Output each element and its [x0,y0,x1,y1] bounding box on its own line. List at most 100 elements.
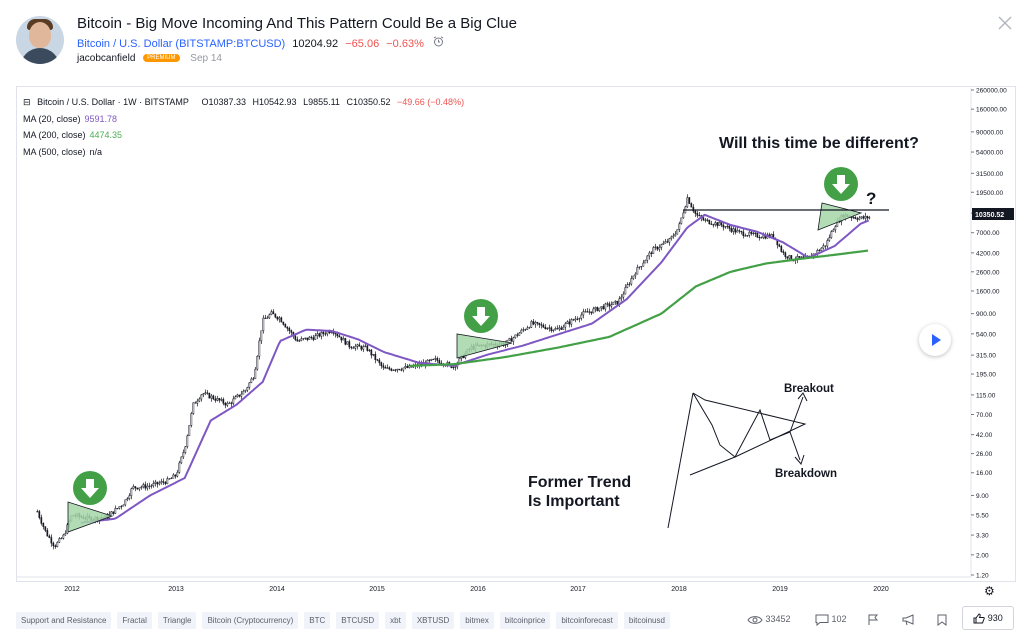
tag-chip[interactable]: BTC [304,612,331,629]
tag-chip[interactable]: bitmex [460,612,494,629]
close-icon[interactable] [996,14,1014,32]
author-line: jacobcanfield PREMIUM Sep 14 [77,53,222,64]
tag-chip[interactable]: Fractal [117,612,152,629]
candle-body [578,318,581,320]
candle-body [520,329,523,334]
candle-body [756,233,759,238]
candle-body [530,321,533,328]
tag-chip[interactable]: xbt [385,612,406,629]
candle-body [346,341,349,345]
tag-chip[interactable]: bitcoinforecast [556,612,618,629]
candle-body [524,329,527,331]
candle-body [260,330,263,342]
tag-chip[interactable]: BTCUSD [336,612,380,629]
candle-body [376,359,379,361]
tag-list: Support and Resistance Fractal Triangle Bit… [16,610,676,629]
candle-body [290,330,293,333]
tag-chip[interactable]: bitcoinusd [623,612,670,629]
candle-body [258,340,261,357]
legend-ma20-row[interactable]: MA (20, close) 9591.78 [23,111,468,128]
candle-body [128,495,131,499]
candle-body [228,402,231,404]
candle-body [574,318,577,321]
candle-body [730,228,733,232]
comments-button[interactable]: 102 [815,610,847,628]
legend-high: H10542.93 [252,97,297,107]
candle-body [380,362,383,367]
tag-chip[interactable]: Triangle [157,612,197,629]
legend-open: O10387.33 [201,97,246,107]
candle-body [200,394,203,400]
candle-body [58,538,61,543]
like-button[interactable]: 930 [962,606,1014,630]
candle-body [38,511,41,518]
y-tick-label: 4200.00 [976,250,1000,257]
candle-body [390,368,393,371]
price-chart[interactable]: 260000.00 160000.00 90000.00 54000.00 31500.… [0,0,1024,600]
chart-settings-gear-icon[interactable]: ⚙ [984,584,995,598]
candle-body [664,241,667,244]
candle-body [204,392,207,395]
candle-body [262,317,265,332]
author-name[interactable]: jacobcanfield [77,53,136,64]
legend-ma200-row[interactable]: MA (200, close) 4474.35 [23,127,468,144]
candle-body [824,245,827,247]
legend-symbol: Bitcoin / U.S. Dollar · 1W · BITSTAMP [37,97,189,107]
alarm-clock-icon[interactable] [433,36,444,50]
tag-chip[interactable]: Bitcoin (Cryptocurrency) [202,612,299,629]
former-trend-text-2: Is Important [528,493,620,510]
candle-body [820,247,823,251]
candle-body [230,402,233,404]
candle-body [632,275,635,279]
replay-play-button[interactable] [919,324,951,356]
candle-body [746,235,749,237]
candle-body [646,255,649,261]
candle-body [696,213,699,216]
tag-chip[interactable]: Support and Resistance [16,612,112,629]
candle-body [868,217,871,219]
candle-body [188,425,191,437]
candle-body [626,284,629,288]
candle-body [284,324,287,328]
candle-body [430,358,433,361]
share-button[interactable] [902,610,916,628]
bookmark-button[interactable] [937,610,947,628]
candle-body [314,335,317,340]
candle-body [604,303,607,310]
candle-body [274,313,277,318]
y-tick-label: 2.00 [976,552,989,559]
down-arrow-badge-2012 [73,471,107,505]
y-tick-label: 315.00 [976,353,996,360]
x-tick-label: 2016 [470,586,486,593]
candle-body [394,369,397,371]
flag-icon [868,614,879,625]
tag-chip[interactable]: bitcoinprice [499,612,551,629]
candle-body [708,219,711,225]
down-arrow-icon [472,307,490,326]
candle-body [298,340,301,342]
breakdown-arrowhead [794,454,805,465]
report-flag-button[interactable] [867,610,879,628]
candle-body [742,231,745,236]
candle-body [594,307,597,310]
candle-body [266,317,269,319]
author-avatar[interactable] [16,16,64,64]
candle-body [546,327,549,330]
tag-chip[interactable]: XBTUSD [411,612,455,629]
thumbs-up-icon [973,613,985,624]
candle-body [218,398,221,401]
candle-body [408,365,411,368]
y-tick-label: 540.00 [976,331,996,338]
symbol-link[interactable]: Bitcoin / U.S. Dollar (BITSTAMP:BTCUSD) [77,38,286,50]
candle-body [612,301,615,305]
last-price-tag [972,208,1014,220]
y-tick-label: 9.00 [976,493,989,500]
likes-count: 930 [987,613,1003,623]
candle-body [590,311,593,314]
legend-ma500-row[interactable]: MA (500, close) n/a [23,144,468,161]
candle-body [532,321,535,325]
chart-container[interactable] [16,86,1016,582]
candle-body [690,203,693,208]
candle-body [208,393,211,399]
legend-collapse-icon[interactable]: ⊟ [23,97,31,107]
